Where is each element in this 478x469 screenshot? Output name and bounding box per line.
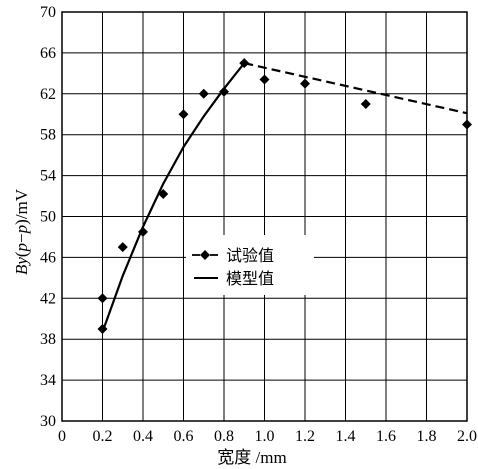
data-point	[300, 78, 310, 89]
y-tick-label: 62	[40, 86, 56, 103]
x-tick-label: 1.6	[376, 428, 396, 445]
data-point	[178, 109, 189, 120]
model-line-dashed	[244, 62, 468, 115]
data-point	[462, 119, 472, 130]
y-tick-label: 70	[40, 4, 56, 21]
y-tick-label: 50	[40, 209, 56, 226]
x-tick-label: 1.0	[255, 428, 275, 445]
plot-area	[97, 58, 472, 334]
x-tick-label: 1.2	[295, 428, 315, 445]
x-tick-label: 0	[58, 428, 66, 445]
grid	[61, 11, 468, 422]
y-tick-label: 34	[40, 372, 56, 389]
y-axis-label-part: −	[12, 233, 31, 243]
plot-frame	[61, 11, 468, 422]
y-axis-label: By(p−p)/mV	[12, 188, 31, 275]
legend-label-model: 模型值	[226, 269, 274, 288]
y-tick-label: 30	[40, 413, 56, 430]
x-tick-label: 1.8	[417, 428, 437, 445]
x-tick-label: 1.4	[336, 428, 356, 445]
data-point	[198, 88, 209, 99]
y-tick-label: 46	[40, 249, 56, 266]
y-axis-label-part: (	[12, 251, 31, 257]
y-axis-label-part: p	[12, 243, 31, 253]
x-tick-labels: 0 0.2 0.4 0.6 0.8 1.0 1.2 1.4 1.6 1.8 2.0	[58, 428, 477, 445]
data-point	[360, 99, 371, 110]
legend-label-test: 试验值	[226, 246, 274, 265]
data-point	[97, 323, 108, 334]
legend: 试验值 模型值	[186, 235, 314, 295]
y-axis-label-part: p	[12, 225, 31, 235]
x-axis-label: 宽度 /mm	[217, 448, 286, 467]
data-point	[117, 242, 128, 253]
data-point	[259, 74, 270, 85]
y-axis-label-part: By	[12, 257, 31, 275]
y-axis-label-part: )/mV	[12, 188, 31, 225]
data-point	[158, 189, 169, 200]
x-tick-label: 2.0	[457, 428, 477, 445]
x-tick-label: 0.6	[174, 428, 194, 445]
data-point	[138, 226, 148, 237]
y-tick-label: 58	[40, 127, 56, 144]
x-tick-label: 0.4	[133, 428, 153, 445]
data-point	[219, 86, 229, 97]
y-tick-label: 38	[40, 331, 56, 348]
data-point	[97, 293, 108, 304]
y-tick-label: 66	[40, 45, 56, 62]
data-point	[239, 58, 250, 69]
legend-background	[186, 235, 314, 295]
y-tick-labels: 30 34 38 42 46 50 54 58 62 66 70	[40, 4, 56, 430]
y-tick-label: 54	[40, 168, 56, 185]
legend-marker-diamond	[200, 250, 210, 260]
y-tick-label: 42	[40, 290, 56, 307]
x-tick-label: 0.8	[214, 428, 234, 445]
x-tick-label: 0.2	[93, 428, 113, 445]
